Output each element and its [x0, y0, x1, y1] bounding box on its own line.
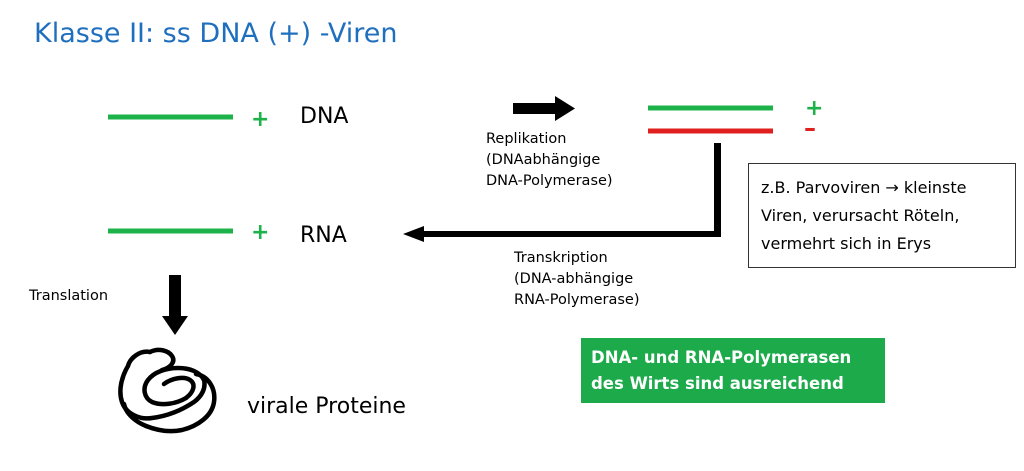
- translation-arrow-icon: [162, 275, 188, 335]
- replication-arrow-icon: [513, 96, 575, 121]
- protein-scribble-icon: [118, 347, 217, 434]
- viral-proteins-label: virale Proteine: [247, 394, 406, 419]
- rna-plus-sign: +: [251, 220, 270, 245]
- note-box: z.B. Parvoviren → kleinste Viren, verurs…: [748, 163, 1016, 268]
- translation-label: Translation: [29, 288, 109, 304]
- transcription-label: Transkription (DNA-abhängige RNA-Polymer…: [514, 250, 640, 308]
- highlight-box: DNA- und RNA-Polymerasen des Wirts sind …: [581, 338, 885, 403]
- page-title: Klasse II: ss DNA (+) -Viren: [34, 18, 398, 49]
- transcription-arrow-icon: [403, 143, 721, 242]
- ds-plus-sign: +: [805, 96, 824, 121]
- ds-minus-sign: –: [804, 114, 816, 142]
- dna-label: DNA: [300, 104, 349, 129]
- rna-label: RNA: [300, 223, 347, 248]
- replication-label: Replikation (DNAabhängige DNA-Polymerase…: [486, 131, 613, 189]
- dna-plus-sign: +: [251, 107, 270, 132]
